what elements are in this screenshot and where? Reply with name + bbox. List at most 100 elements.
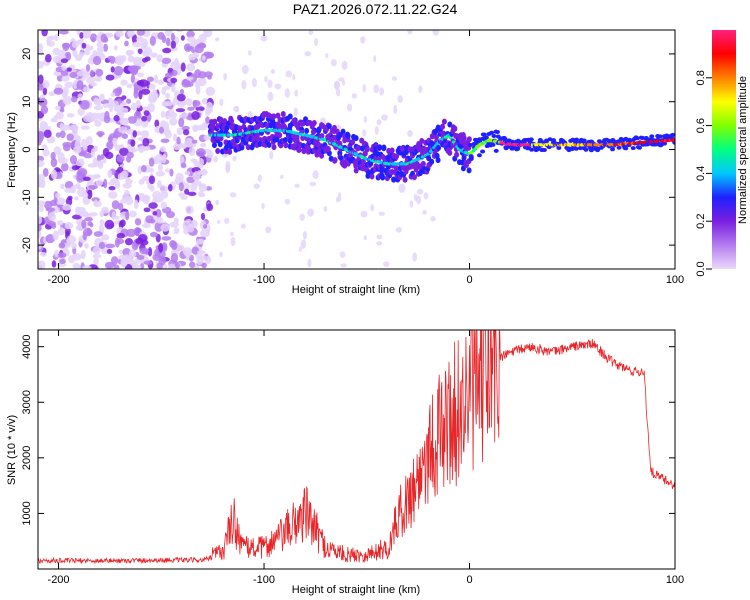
spectrum-blob bbox=[198, 33, 207, 43]
spectrum-blob bbox=[114, 237, 121, 248]
spectrum-band bbox=[452, 125, 458, 132]
x-tick-label: 100 bbox=[666, 574, 684, 586]
spectrum-blob bbox=[185, 205, 194, 215]
spectrum-blob bbox=[205, 101, 213, 111]
spectrum-blob bbox=[111, 200, 120, 210]
spectrum-blob bbox=[55, 192, 61, 199]
spectrum-band bbox=[623, 146, 629, 151]
x-tick-label: 100 bbox=[666, 274, 684, 286]
spectrum-blob bbox=[175, 108, 186, 113]
spectrum-blob bbox=[184, 81, 194, 88]
spectrum-band bbox=[277, 132, 283, 139]
spectrum-blob bbox=[184, 249, 191, 259]
spectrum-blob bbox=[66, 133, 74, 141]
spectrum-blob bbox=[69, 124, 79, 132]
spectrum-blob bbox=[307, 258, 312, 268]
spectrum-blob bbox=[38, 60, 44, 69]
spectrum-band bbox=[466, 136, 472, 143]
spectrum-blob bbox=[176, 93, 186, 102]
spectrum-blob bbox=[412, 252, 418, 262]
spectrum-blob bbox=[183, 182, 190, 191]
spectrum-band bbox=[280, 111, 286, 118]
spectrum-blob bbox=[121, 133, 129, 139]
spectrum-band bbox=[460, 131, 466, 138]
spectrum-blob bbox=[142, 138, 150, 147]
spectrum-blob bbox=[363, 235, 367, 241]
spectrum-blob bbox=[233, 105, 239, 112]
spectrogram-y-label: Frequency (Hz) bbox=[6, 112, 18, 188]
spectrum-blob bbox=[104, 110, 110, 120]
spectrum-blob bbox=[119, 147, 129, 157]
spectrum-blob bbox=[261, 202, 265, 210]
spectrum-band bbox=[215, 147, 221, 154]
spectrum-band bbox=[541, 147, 547, 152]
spectrum-blob bbox=[213, 155, 219, 163]
spectrum-blob bbox=[195, 148, 206, 158]
spectrum-blob bbox=[225, 160, 231, 171]
spectrum-blob bbox=[136, 255, 145, 260]
spectrum-blob bbox=[72, 253, 82, 261]
spectrum-blob bbox=[84, 217, 94, 222]
spectrum-blob bbox=[118, 249, 123, 254]
spectrum-blob bbox=[120, 257, 128, 268]
spectrum-blob bbox=[325, 53, 329, 59]
spectrum-band bbox=[454, 151, 460, 158]
spectrum-blob bbox=[75, 160, 85, 167]
spectrum-blob bbox=[167, 183, 173, 192]
spectrum-blob bbox=[188, 261, 196, 269]
spectrum-band bbox=[419, 138, 425, 145]
spectrum-blob bbox=[89, 33, 98, 42]
spectrum-blob bbox=[165, 210, 176, 219]
spectrum-blob bbox=[165, 168, 170, 173]
spectrum-blob bbox=[164, 111, 171, 120]
colorbar-tick-label: 0.0 bbox=[695, 261, 707, 276]
colorbar-tick-label: 0.8 bbox=[695, 70, 707, 85]
spectrum-blob bbox=[119, 144, 124, 149]
spectrum-blob bbox=[146, 76, 155, 82]
spectrum-blob bbox=[38, 179, 44, 188]
spectrum-blob bbox=[188, 147, 196, 156]
spectrum-blob bbox=[57, 252, 67, 259]
spectrum-band bbox=[391, 176, 397, 183]
spectrum-blob bbox=[51, 260, 57, 268]
spectrum-blob bbox=[376, 234, 383, 240]
spectrum-blob bbox=[148, 175, 156, 185]
spectrum-band bbox=[310, 129, 316, 136]
spectrum-blob bbox=[96, 154, 102, 163]
spectrum-blob bbox=[304, 51, 312, 57]
colorbar-tick-label: 0.2 bbox=[695, 214, 707, 229]
spectrum-blob bbox=[170, 77, 178, 84]
spectrum-blob bbox=[92, 246, 101, 255]
spectrum-blob bbox=[240, 223, 246, 229]
spectrum-band bbox=[210, 124, 216, 131]
spectrum-blob bbox=[133, 199, 139, 210]
spectrum-band bbox=[319, 132, 325, 139]
spectrum-band bbox=[305, 119, 311, 126]
spectrum-blob bbox=[92, 253, 102, 259]
spectrum-blob bbox=[159, 146, 166, 153]
spectrum-blob bbox=[117, 202, 124, 211]
spectrum-blob bbox=[194, 69, 202, 79]
spectrum-blob bbox=[241, 80, 247, 90]
spectrum-blob bbox=[120, 170, 129, 180]
spectrum-blob bbox=[122, 247, 132, 257]
spectrum-blob bbox=[53, 87, 64, 95]
y-tick-label: 2000 bbox=[21, 446, 33, 470]
x-tick-label: -200 bbox=[48, 574, 70, 586]
spectrum-blob bbox=[93, 145, 99, 153]
spectrum-blob bbox=[104, 261, 115, 269]
spectrum-blob bbox=[83, 86, 91, 93]
spectrogram-area bbox=[38, 30, 675, 269]
spectrum-blob bbox=[71, 96, 78, 103]
spectrum-blob bbox=[118, 126, 128, 134]
spectrum-blob bbox=[74, 196, 80, 201]
spectrum-blob bbox=[186, 176, 195, 184]
spectrum-blob bbox=[89, 69, 95, 78]
spectrum-band bbox=[311, 119, 317, 126]
spectrum-blob bbox=[337, 192, 342, 202]
y-tick-label: -10 bbox=[21, 189, 33, 205]
spectrum-blob bbox=[160, 184, 166, 194]
spectrum-band bbox=[577, 146, 583, 151]
spectrum-blob bbox=[340, 263, 347, 268]
spectrum-blob bbox=[93, 231, 103, 237]
